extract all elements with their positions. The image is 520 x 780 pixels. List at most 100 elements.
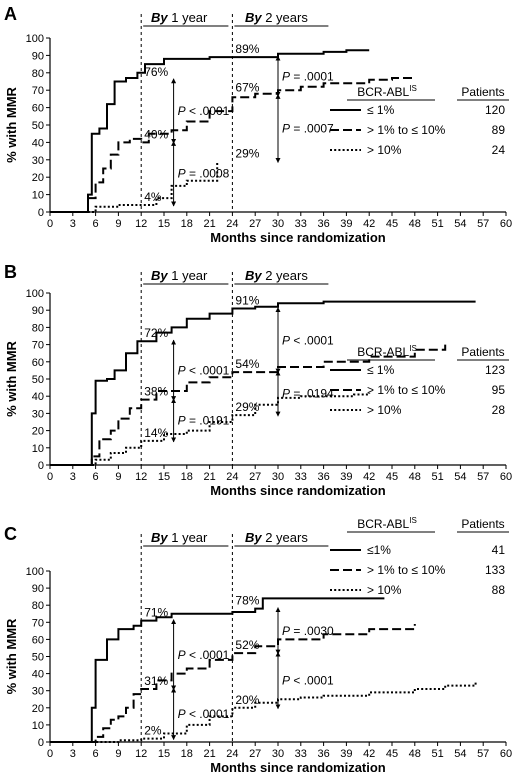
series-line-dotted <box>50 161 219 213</box>
data-label: 54% <box>235 357 259 371</box>
legend-patients: 24 <box>492 143 506 157</box>
x-tick-label: 3 <box>70 748 76 760</box>
y-tick-label: 80 <box>32 600 44 612</box>
panel-label: C <box>4 524 17 544</box>
year2-marker-rest: 2 years <box>262 530 309 545</box>
x-tick-label: 18 <box>181 471 193 483</box>
y-tick-label: 70 <box>32 340 44 352</box>
y-tick-label: 40 <box>32 669 44 681</box>
p-value-text: < .0001 <box>186 363 230 377</box>
legend-patients-header: Patients <box>461 85 504 99</box>
x-tick-label: 27 <box>249 748 261 760</box>
year2-marker: By 2 years <box>245 268 308 283</box>
data-label: 29% <box>235 147 259 161</box>
x-tick-label: 48 <box>409 218 421 230</box>
y-tick-label: 10 <box>32 190 44 202</box>
x-tick-label: 45 <box>386 218 398 230</box>
x-axis-title: Months since randomization <box>210 483 386 498</box>
p-value-symbol: P <box>282 333 290 347</box>
data-label: 20% <box>235 693 259 707</box>
legend-patients: 41 <box>492 543 506 557</box>
year1-marker: By 1 year <box>151 10 208 25</box>
y-tick-label: 10 <box>32 720 44 732</box>
year2-marker-bold: By <box>245 530 262 545</box>
x-tick-label: 18 <box>181 748 193 760</box>
y-tick-label: 0 <box>38 207 44 219</box>
y-tick-label: 10 <box>32 443 44 455</box>
y-tick-label: 0 <box>38 460 44 472</box>
x-tick-label: 6 <box>93 748 99 760</box>
data-label: 2% <box>144 724 162 738</box>
p-value-symbol: P <box>282 387 290 401</box>
year1-marker-bold: By <box>151 530 168 545</box>
data-label: 29% <box>235 400 259 414</box>
p-value-label: P < .0001 <box>178 104 230 118</box>
legend-patients: 120 <box>485 103 505 117</box>
y-tick-label: 20 <box>32 426 44 438</box>
p-value-text: = .0001 <box>290 69 334 83</box>
legend-label: > 1% to ≤ 10% <box>367 123 446 137</box>
x-tick-label: 39 <box>340 218 352 230</box>
series-line-solid <box>50 300 476 466</box>
x-tick-label: 54 <box>454 471 466 483</box>
x-tick-label: 30 <box>272 748 284 760</box>
legend-label: ≤1% <box>367 543 391 557</box>
y-tick-label: 0 <box>38 737 44 749</box>
p-value-text: = .0030 <box>290 624 334 638</box>
data-label: 76% <box>144 65 168 79</box>
x-tick-label: 0 <box>47 748 53 760</box>
legend-title-main: BCR-ABL <box>357 345 409 359</box>
p-value-label: P < .0001 <box>178 707 230 721</box>
y-tick-label: 80 <box>32 68 44 80</box>
data-label: 67% <box>235 80 259 94</box>
year2-marker-bold: By <box>245 10 262 25</box>
legend-title: BCR-ABLIS <box>357 516 417 531</box>
x-tick-label: 33 <box>295 471 307 483</box>
x-tick-label: 24 <box>226 748 238 760</box>
p-value-symbol: P <box>178 707 186 721</box>
y-tick-label: 50 <box>32 652 44 664</box>
y-tick-label: 30 <box>32 155 44 167</box>
x-tick-label: 54 <box>454 748 466 760</box>
y-tick-label: 80 <box>32 322 44 334</box>
year1-marker: By 1 year <box>151 268 208 283</box>
year2-marker: By 2 years <box>245 10 308 25</box>
x-tick-label: 45 <box>386 748 398 760</box>
x-tick-label: 3 <box>70 471 76 483</box>
year2-marker-rest: 2 years <box>262 268 309 283</box>
y-tick-label: 40 <box>32 137 44 149</box>
legend-title-main: BCR-ABL <box>357 85 409 99</box>
x-tick-label: 57 <box>477 471 489 483</box>
p-value-symbol: P <box>178 413 186 427</box>
x-tick-label: 9 <box>115 471 121 483</box>
y-tick-label: 90 <box>32 583 44 595</box>
p-value-symbol: P <box>282 121 290 135</box>
x-tick-label: 51 <box>431 748 443 760</box>
x-tick-label: 21 <box>203 218 215 230</box>
x-tick-label: 51 <box>431 218 443 230</box>
x-tick-label: 60 <box>500 218 512 230</box>
x-tick-label: 30 <box>272 471 284 483</box>
x-tick-label: 6 <box>93 471 99 483</box>
y-tick-label: 30 <box>32 686 44 698</box>
data-label: 31% <box>144 674 168 688</box>
p-value-symbol: P <box>282 69 290 83</box>
p-value-text: = .0007 <box>290 121 334 135</box>
legend-patients: 95 <box>492 383 506 397</box>
x-tick-label: 27 <box>249 218 261 230</box>
year1-marker-bold: By <box>151 10 168 25</box>
x-tick-label: 33 <box>295 748 307 760</box>
year1-marker-bold: By <box>151 268 168 283</box>
x-tick-label: 36 <box>317 748 329 760</box>
p-value-text: = .0191 <box>186 413 230 427</box>
x-tick-label: 9 <box>115 748 121 760</box>
legend-label: > 1% to ≤ 10% <box>367 383 446 397</box>
p-value-label: P < .0001 <box>178 648 230 662</box>
x-tick-label: 3 <box>70 218 76 230</box>
y-axis-title: % with MMR <box>4 86 19 162</box>
x-tick-label: 42 <box>363 748 375 760</box>
year1-marker-rest: 1 year <box>168 530 208 545</box>
